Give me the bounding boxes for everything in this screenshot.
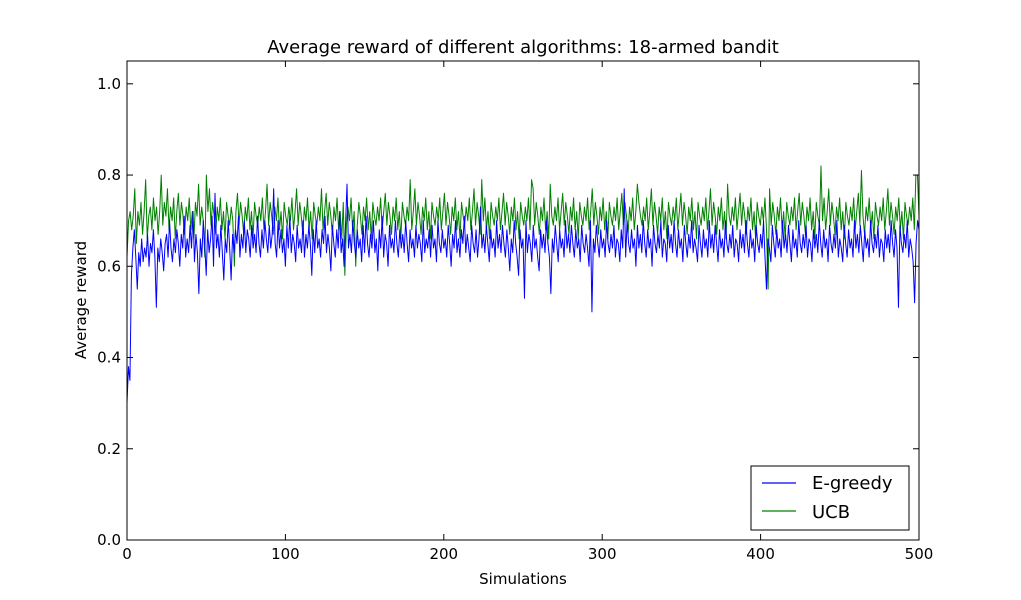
y-tick-label: 0.2: [97, 440, 121, 458]
plot-area: [126, 60, 920, 541]
legend-label-e-greedy: E-greedy: [812, 473, 893, 494]
y-axis: 0.0 0.2 0.4 0.6 0.8 1.0: [97, 75, 919, 549]
x-tick-label: 0: [122, 545, 132, 563]
series-line-ucb: [126, 165, 920, 290]
y-axis-label: Average reward: [72, 241, 90, 359]
series-layer: [126, 165, 920, 404]
x-tick-label: 200: [429, 545, 458, 563]
x-tick-label: 100: [271, 545, 300, 563]
y-tick-label: 0.0: [97, 531, 121, 549]
x-tick-label: 500: [905, 545, 934, 563]
legend-label-ucb: UCB: [812, 502, 850, 523]
plot-frame: [126, 60, 920, 541]
series-line-e-greedy: [126, 183, 920, 404]
plot-background: [127, 61, 919, 540]
legend: E-greedy UCB: [750, 465, 910, 531]
y-tick-label: 0.4: [97, 349, 121, 367]
y-tick-label: 0.6: [97, 257, 121, 275]
x-tick-label: 300: [588, 545, 617, 563]
x-tick-label: 400: [746, 545, 775, 563]
y-tick-label: 1.0: [97, 75, 121, 93]
x-axis-label: Simulations: [479, 570, 567, 588]
x-axis: 0 100 200 300 400 500: [122, 61, 933, 563]
chart-title: Average reward of different algorithms: …: [267, 37, 779, 58]
y-tick-label: 0.8: [97, 166, 121, 184]
legend-box: [750, 465, 910, 531]
